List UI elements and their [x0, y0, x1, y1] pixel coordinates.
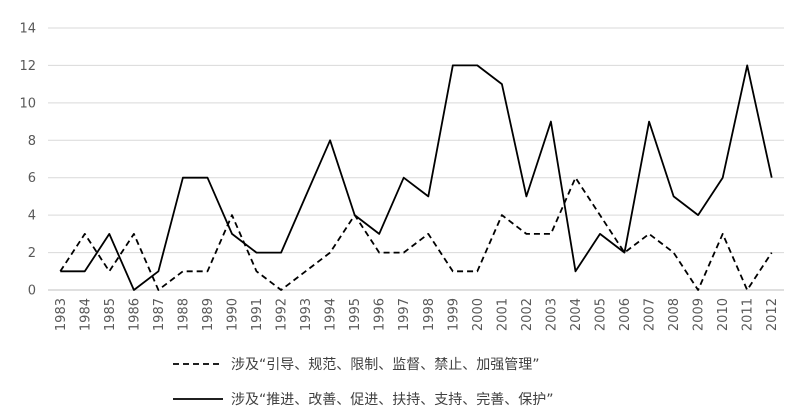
x-tick-label: 1987: [152, 298, 167, 331]
y-tick-label: 0: [28, 284, 36, 299]
x-tick-label: 2011: [741, 298, 756, 331]
x-axis-ticks: 1983 1984 1985 1986 1987 1988 1989 1990 1991 1992…: [54, 298, 780, 331]
x-tick-label: 1999: [446, 298, 461, 331]
x-tick-label: 1991: [250, 298, 265, 331]
x-tick-label: 1986: [127, 298, 142, 331]
x-tick-label: 2012: [765, 298, 780, 331]
gridlines: [48, 27, 784, 254]
y-tick-label: 12: [19, 59, 36, 74]
x-tick-label: 1985: [103, 298, 118, 331]
x-tick-label: 1989: [201, 298, 216, 331]
y-tick-label: 2: [28, 246, 36, 261]
x-tick-label: 2004: [569, 298, 584, 331]
x-tick-label: 1995: [348, 298, 363, 331]
x-tick-label: 1998: [422, 298, 437, 331]
y-tick-label: 6: [28, 171, 36, 186]
x-tick-label: 2010: [716, 298, 731, 331]
x-tick-label: 1997: [397, 298, 412, 331]
legend: 涉及“引导、规范、限制、监督、禁止、加强管理” 涉及“推进、改善、促进、扶持、支持…: [173, 356, 554, 408]
x-tick-label: 1992: [275, 298, 290, 331]
x-tick-label: 2009: [692, 298, 707, 331]
x-tick-label: 2003: [544, 298, 559, 331]
series-line-1: [59, 176, 773, 291]
x-tick-label: 1988: [176, 298, 191, 331]
x-tick-label: 2000: [471, 298, 486, 331]
x-tick-label: 1993: [299, 298, 314, 331]
x-tick-label: 1983: [54, 298, 69, 331]
legend-label-2: 涉及“推进、改善、促进、扶持、支持、完善、保护”: [231, 392, 554, 408]
legend-label-1: 涉及“引导、规范、限制、监督、禁止、加强管理”: [231, 356, 540, 373]
x-tick-label: 2008: [667, 298, 682, 331]
series-lines: [59, 64, 773, 291]
x-tick-label: 2002: [520, 298, 535, 331]
y-tick-label: 4: [28, 209, 36, 224]
y-axis-ticks: 0 2 4 6 8 10 12 14: [19, 22, 36, 299]
x-tick-label: 2007: [643, 298, 658, 331]
x-tick-label: 1994: [324, 298, 339, 331]
y-tick-label: 14: [19, 22, 36, 37]
x-tick-label: 1996: [373, 298, 388, 331]
series-line-2: [60, 64, 773, 291]
x-tick-label: 2001: [495, 298, 510, 331]
x-tick-label: 2006: [618, 298, 633, 331]
x-tick-label: 2005: [594, 298, 609, 331]
y-tick-label: 10: [19, 96, 36, 111]
x-tick-label: 1990: [226, 298, 241, 331]
y-tick-label: 8: [28, 134, 36, 149]
x-tick-label: 1984: [78, 298, 93, 331]
